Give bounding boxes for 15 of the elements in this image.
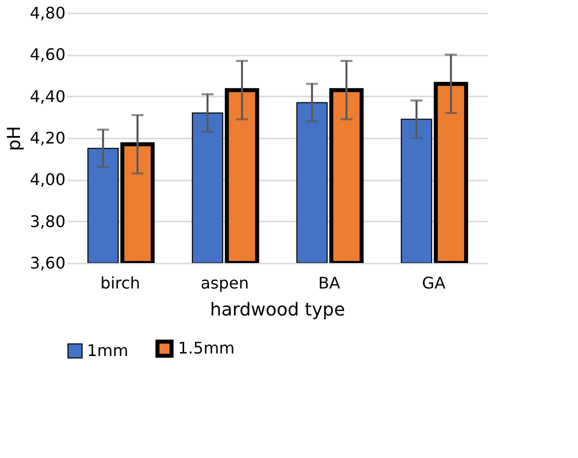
x-axis-title: hardwood type (210, 300, 346, 320)
y-tick-label: 4,40 (30, 86, 66, 106)
x-tick-label: birch (100, 274, 140, 292)
legend-label: 1mm (87, 340, 128, 360)
y-tick-label: 3,80 (30, 212, 66, 231)
y-axis-title: pH (4, 126, 25, 151)
legend-label: 1.5mm (178, 338, 235, 358)
y-tick-label: 4,60 (30, 45, 66, 64)
y-tick-label: 4,80 (30, 4, 66, 22)
x-tick-label: BA (318, 274, 340, 292)
x-tick-label: GA (422, 274, 446, 292)
x-tick-label: aspen (200, 274, 249, 292)
y-tick-label: 4,00 (30, 170, 66, 190)
y-tick-label: 3,60 (30, 254, 66, 272)
y-tick-label: 4,20 (30, 128, 66, 148)
